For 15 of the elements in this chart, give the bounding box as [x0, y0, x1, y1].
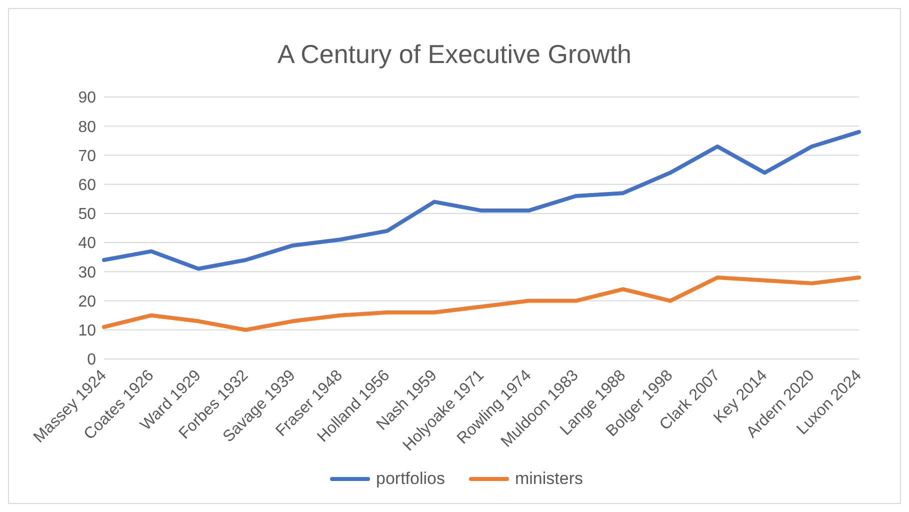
- y-tick-label: 20: [78, 293, 96, 310]
- y-tick-label: 10: [78, 322, 96, 340]
- legend-label: ministers: [514, 469, 583, 489]
- y-tick-label: 60: [78, 177, 96, 194]
- legend-label: portfolios: [376, 469, 445, 489]
- line-series: [102, 275, 861, 332]
- y-tick-label: 70: [78, 148, 96, 165]
- y-tick-label: 80: [78, 118, 96, 136]
- y-tick-label: 40: [78, 235, 96, 252]
- y-tick-label: 30: [78, 264, 96, 282]
- chart-title: A Century of Executive Growth: [276, 38, 633, 71]
- y-tick-label: 50: [78, 206, 96, 224]
- line-series: [102, 130, 861, 271]
- y-tick-label: 0: [87, 352, 96, 369]
- y-tick-label: 90: [78, 90, 96, 107]
